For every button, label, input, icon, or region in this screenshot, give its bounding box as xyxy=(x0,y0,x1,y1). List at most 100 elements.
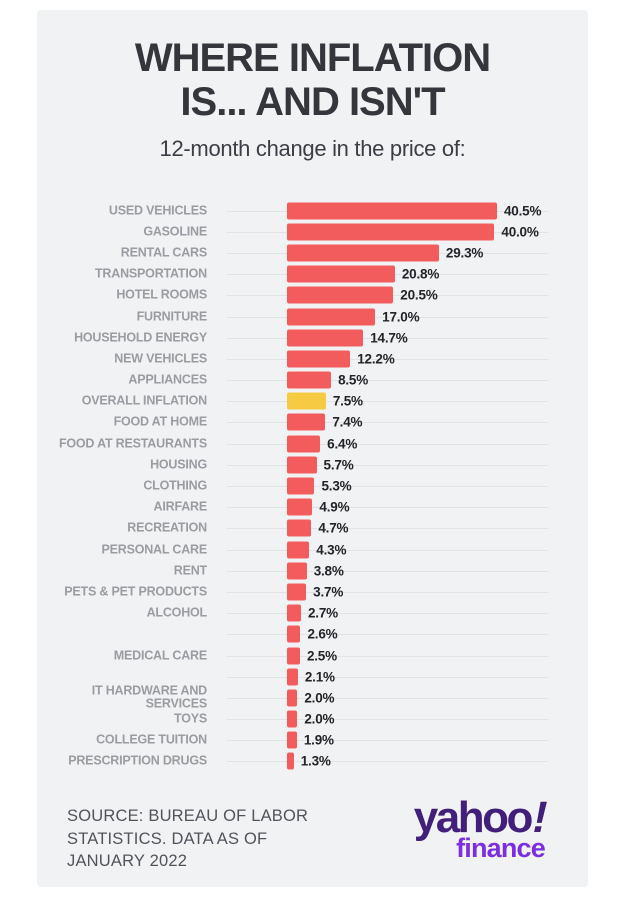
category-label: PETS & PET PRODUCTS xyxy=(64,584,207,599)
chart-row: NEW VEHICLES 12.2% xyxy=(37,348,588,369)
chart-row: TOYS 2.0% xyxy=(37,709,588,730)
chart-row: RECREATION 4.7% xyxy=(37,518,588,539)
row-guide-line xyxy=(227,634,548,636)
chart-row: HOTEL ROOMS 20.5% xyxy=(37,285,588,306)
chart-row: IT HARDWARE AND SERVICES 2.0% xyxy=(37,683,588,711)
chart-row: GASOLINE 40.0% xyxy=(37,221,588,242)
chart-row: APPLIANCES 8.5% xyxy=(37,370,588,391)
value-bar xyxy=(287,329,364,347)
category-label: TOYS xyxy=(173,711,207,726)
value-label: 7.4% xyxy=(332,414,363,430)
value-bar xyxy=(287,519,312,537)
category-label: AIRFARE xyxy=(153,499,208,514)
category-label: PERSONAL CARE xyxy=(101,541,207,556)
value-label: 2.6% xyxy=(307,626,338,642)
value-bar xyxy=(287,562,307,580)
row-guide-line xyxy=(227,358,548,360)
row-guide-line xyxy=(227,507,548,509)
title-line-2: IS... AND ISN'T xyxy=(180,80,445,124)
chart-row: RENT 3.8% xyxy=(37,560,588,581)
value-label: 3.7% xyxy=(313,584,344,600)
value-label: 17.0% xyxy=(382,309,420,325)
row-guide-line xyxy=(227,613,548,615)
chart-row: PERSONAL CARE 4.3% xyxy=(37,539,588,560)
value-bar xyxy=(287,435,321,453)
category-label: NEW VEHICLES xyxy=(114,351,207,366)
row-guide-line xyxy=(227,337,548,339)
value-label: 1.9% xyxy=(303,732,334,748)
value-bar xyxy=(287,583,307,601)
row-guide-line xyxy=(227,316,548,318)
value-label: 2.5% xyxy=(306,648,337,664)
title-line-1: WHERE INFLATION xyxy=(134,36,491,80)
chart-row: PETS & PET PRODUCTS 3.7% xyxy=(37,581,588,602)
yahoo-finance-logo: yahoo! finance xyxy=(414,793,551,862)
row-guide-line xyxy=(227,740,548,742)
value-label: 29.3% xyxy=(445,245,484,261)
value-bar xyxy=(287,604,301,622)
category-label: RENT xyxy=(173,563,207,578)
value-label: 2.0% xyxy=(304,711,335,727)
category-label: COLLEGE TUITION xyxy=(96,732,207,747)
category-label: FURNITURE xyxy=(136,308,208,323)
value-bar xyxy=(287,731,297,749)
chart-row: CLOTHING 5.3% xyxy=(37,475,588,496)
source-note: SOURCE: BUREAU OF LABOR STATISTICS. DATA… xyxy=(67,805,308,873)
chart-row: FURNITURE 17.0% xyxy=(37,306,588,327)
chart-row: RENTAL CARS 29.3% xyxy=(37,242,588,263)
value-label: 2.7% xyxy=(307,605,338,621)
value-label: 4.3% xyxy=(316,542,347,558)
category-label: IT HARDWARE AND SERVICES xyxy=(91,683,207,711)
category-label: MEDICAL CARE xyxy=(113,647,207,662)
value-bar xyxy=(287,286,394,304)
row-guide-line xyxy=(227,676,548,678)
chart-row: HOUSING 5.7% xyxy=(37,454,588,475)
chart-row: 2.1% xyxy=(37,666,588,687)
row-guide-line xyxy=(227,528,548,530)
row-guide-line xyxy=(227,486,548,488)
chart-row: USED VEHICLES 40.5% xyxy=(37,200,588,221)
value-bar xyxy=(287,752,294,770)
category-label: RECREATION xyxy=(127,520,207,535)
value-bar xyxy=(287,477,315,495)
value-label: 20.8% xyxy=(401,266,440,282)
yahoo-exclamation-icon: ! xyxy=(527,793,551,842)
yahoo-wordmark: yahoo! xyxy=(414,793,551,842)
value-label: 4.9% xyxy=(319,499,350,515)
value-bar xyxy=(287,498,313,516)
category-label: HOUSING xyxy=(150,457,207,472)
row-guide-line xyxy=(227,380,548,382)
value-bar xyxy=(287,710,298,728)
category-label: FOOD AT HOME xyxy=(113,414,208,429)
row-guide-line xyxy=(227,655,548,657)
value-label: 1.3% xyxy=(300,753,331,769)
chart-row: HOUSEHOLD ENERGY 14.7% xyxy=(37,327,588,348)
category-label: HOUSEHOLD ENERGY xyxy=(74,329,207,344)
chart-row: FOOD AT RESTAURANTS 6.4% xyxy=(37,433,588,454)
category-label: HOTEL ROOMS xyxy=(116,287,207,302)
bar-chart: USED VEHICLES 40.5% GASOLINE 40.0% RENTA… xyxy=(37,200,588,772)
chart-row: 2.6% xyxy=(37,624,588,645)
row-guide-line xyxy=(227,422,548,424)
category-label: OVERALL INFLATION xyxy=(81,393,208,408)
page-title: WHERE INFLATION IS... AND ISN'T xyxy=(37,36,588,124)
row-guide-line xyxy=(227,443,548,445)
value-bar xyxy=(287,202,497,220)
value-label: 40.0% xyxy=(501,224,539,240)
category-label: PRESCRIPTION DRUGS xyxy=(68,753,207,768)
row-guide-line xyxy=(227,570,548,572)
category-label: CLOTHING xyxy=(143,478,207,493)
value-bar xyxy=(287,541,310,559)
value-bar xyxy=(287,244,439,262)
category-label: FOOD AT RESTAURANTS xyxy=(58,435,207,450)
value-bar xyxy=(287,689,298,707)
value-label: 2.0% xyxy=(304,690,335,706)
category-label: USED VEHICLES xyxy=(108,202,207,217)
value-bar xyxy=(287,456,317,474)
chart-subtitle: 12-month change in the price of: xyxy=(159,136,466,161)
row-guide-line xyxy=(227,719,548,721)
row-guide-line xyxy=(227,761,548,763)
value-label: 14.7% xyxy=(370,330,408,346)
value-label: 8.5% xyxy=(338,372,369,388)
